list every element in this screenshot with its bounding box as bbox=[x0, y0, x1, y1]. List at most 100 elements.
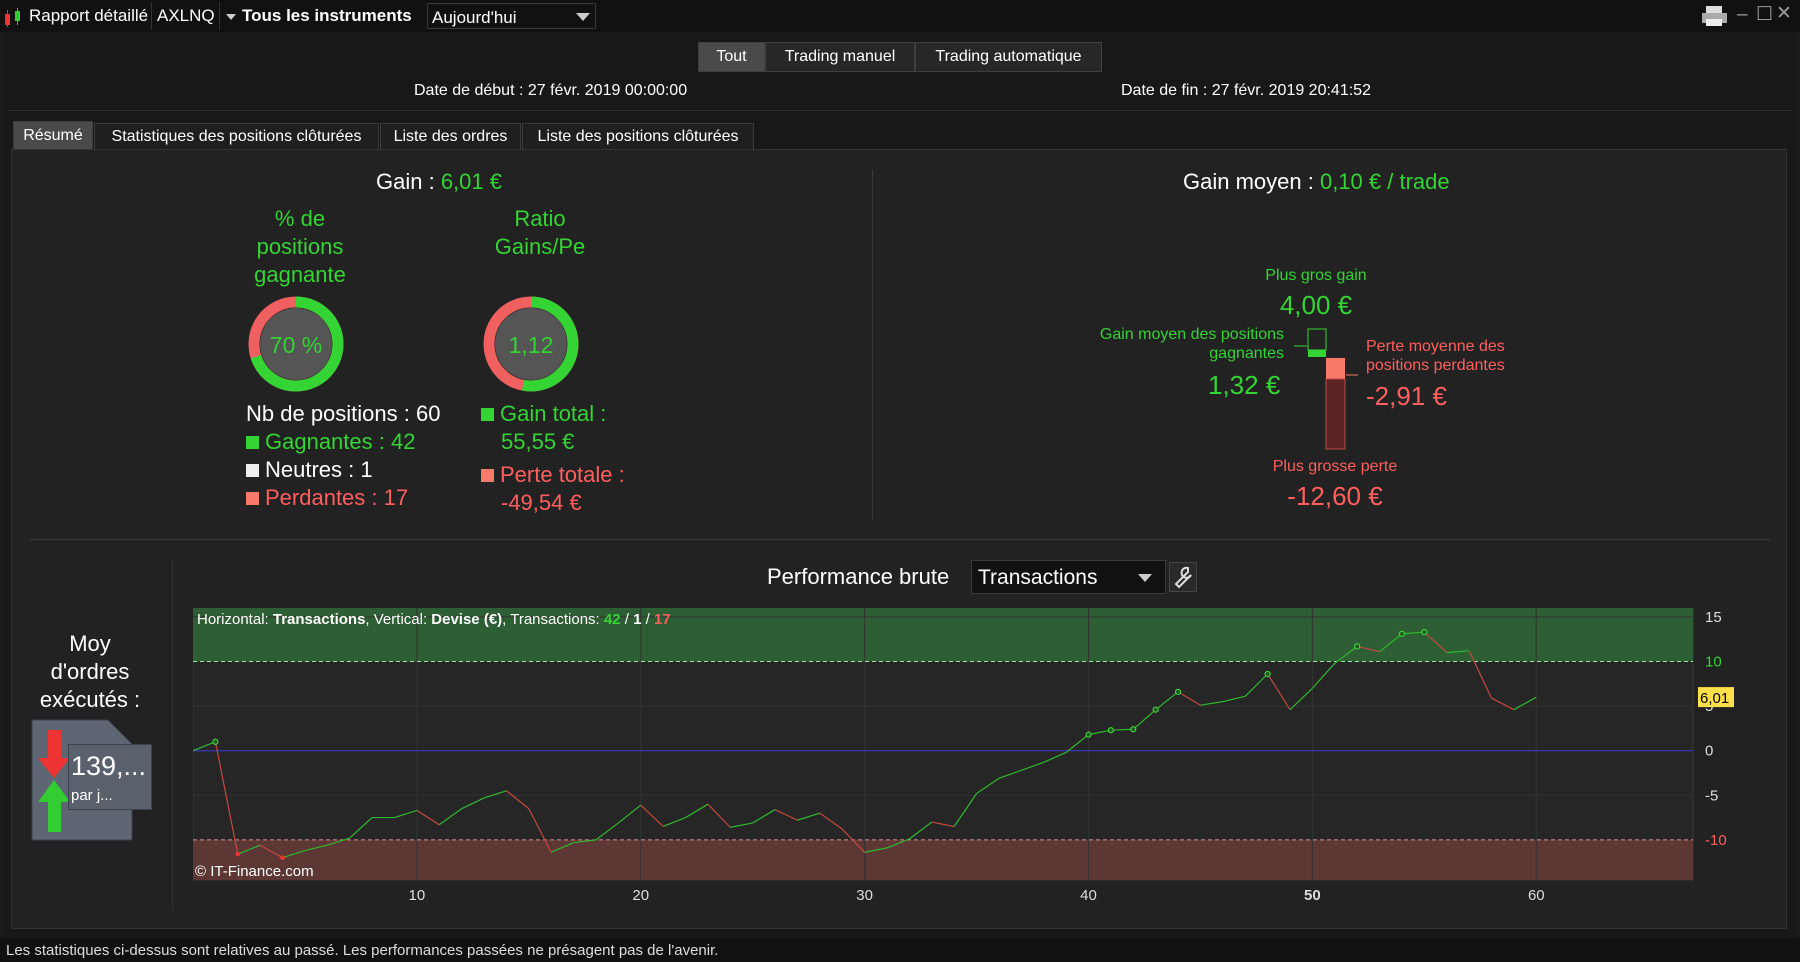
series-segment bbox=[438, 808, 463, 826]
series-segment bbox=[953, 793, 978, 827]
x-tick-label: 40 bbox=[1080, 887, 1097, 904]
win-pct-title: % de positions gagnante bbox=[254, 206, 346, 287]
maximize-icon[interactable]: ☐ bbox=[1756, 4, 1774, 25]
series-segment bbox=[237, 844, 261, 855]
orders-value: 139,... bbox=[71, 751, 147, 781]
performance-title: Performance brute bbox=[767, 564, 950, 589]
period-value: Aujourd'hui bbox=[432, 8, 517, 27]
tab-summary[interactable]: Résumé bbox=[13, 121, 93, 149]
tab-closed-stats[interactable]: Statistiques des positions clôturées bbox=[94, 123, 379, 149]
close-icon[interactable]: ✕ bbox=[1776, 3, 1792, 24]
series-segment bbox=[640, 804, 664, 827]
series-segment bbox=[1267, 673, 1291, 710]
series-segment bbox=[886, 838, 910, 849]
data-point bbox=[1354, 643, 1361, 650]
mode-manual-button[interactable]: Trading manuel bbox=[765, 42, 915, 72]
mode-all-button[interactable]: Tout bbox=[698, 42, 765, 72]
max-loss-value: -12,60 € bbox=[1287, 481, 1383, 511]
gain-total-label: Gain total : bbox=[500, 401, 607, 426]
series-segment bbox=[1065, 734, 1089, 753]
series-segment bbox=[841, 828, 866, 853]
footer-bar: Les statistiques ci-dessus sont relative… bbox=[0, 938, 1800, 962]
series-segment bbox=[282, 849, 306, 859]
series-segment bbox=[1357, 645, 1380, 653]
series-segment bbox=[1379, 633, 1403, 653]
disclaimer: Les statistiques ci-dessus sont relative… bbox=[6, 942, 719, 959]
series-segment bbox=[864, 847, 888, 853]
start-date: Date de début : 27 févr. 2019 00:00:00 bbox=[414, 82, 688, 99]
neutral-count: Neutres : 1 bbox=[265, 457, 373, 482]
gain-loss-bar bbox=[1294, 328, 1358, 450]
series-segment bbox=[528, 808, 552, 853]
data-point bbox=[1264, 670, 1271, 678]
series-segment bbox=[931, 821, 955, 828]
caret-down-icon[interactable] bbox=[226, 14, 236, 20]
minimize-icon[interactable]: – bbox=[1737, 4, 1748, 25]
series-segment bbox=[461, 797, 485, 810]
print-icon[interactable] bbox=[1700, 4, 1730, 28]
y-tick-label: 10 bbox=[1705, 654, 1722, 671]
nb-positions: Nb de positions : 60 bbox=[246, 401, 441, 426]
series-segment bbox=[573, 839, 597, 844]
series-segment bbox=[1244, 673, 1269, 697]
ratio-donut: 1,12 bbox=[483, 296, 579, 392]
series-segment bbox=[349, 817, 373, 839]
max-loss-label: Plus grosse perte bbox=[1272, 458, 1398, 475]
series-segment bbox=[1446, 650, 1470, 654]
report-title: Rapport détaillé bbox=[29, 6, 149, 25]
series-segment bbox=[685, 803, 709, 819]
instruments-dropdown[interactable]: Tous les instruments bbox=[242, 6, 412, 25]
series-segment bbox=[304, 844, 328, 852]
x-tick-label: 50 bbox=[1304, 887, 1321, 904]
data-point bbox=[212, 738, 219, 745]
tab-closed-positions[interactable]: Liste des positions clôturées bbox=[522, 123, 754, 149]
win-pct-donut: 70 % bbox=[248, 296, 344, 392]
ratio-value: 1,12 bbox=[509, 332, 554, 358]
period-select[interactable]: Aujourd'hui bbox=[427, 3, 596, 29]
orders-sub: par j... bbox=[71, 787, 113, 804]
series-segment bbox=[483, 790, 507, 799]
wrench-icon[interactable] bbox=[1169, 562, 1197, 592]
y-tick-label: 15 bbox=[1705, 609, 1722, 626]
end-date: Date de fin : 27 févr. 2019 20:41:52 bbox=[1121, 82, 1371, 99]
lower-band bbox=[193, 839, 1693, 880]
series-segment bbox=[1110, 728, 1134, 731]
series-segment bbox=[1200, 701, 1223, 706]
avg-win-label: Gain moyen des positions gagnantes bbox=[1099, 326, 1284, 362]
data-point bbox=[1398, 630, 1406, 637]
data-point bbox=[1130, 726, 1137, 733]
series-segment bbox=[1088, 729, 1112, 736]
totals: Gain total : 55,55 € Perte totale : -49,… bbox=[481, 400, 625, 517]
tab-orders[interactable]: Liste des ordres bbox=[380, 123, 521, 149]
chart-mode-value: Transactions bbox=[978, 566, 1098, 589]
series-segment bbox=[909, 821, 933, 840]
series-segment bbox=[1311, 662, 1336, 689]
max-gain-value: 4,00 € bbox=[1279, 290, 1353, 320]
chevron-down-icon bbox=[576, 13, 590, 21]
position-counts: Nb de positions : 60 Gagnantes : 42 Neut… bbox=[246, 400, 440, 512]
data-point bbox=[1152, 706, 1159, 713]
series-segment bbox=[998, 769, 1022, 779]
gain-total-value: 55,55 € bbox=[501, 429, 575, 454]
losers-count: Perdantes : 17 bbox=[265, 485, 409, 510]
series-segment bbox=[752, 809, 776, 824]
series-segment bbox=[1043, 751, 1067, 763]
series-segment bbox=[193, 741, 216, 752]
last-value-badge bbox=[1698, 687, 1734, 708]
chart-legend: Horizontal: Transactions, Vertical: Devi… bbox=[197, 611, 671, 628]
symbol-label[interactable]: AXLNQ bbox=[157, 6, 215, 25]
orders-value-box: 139,... par j... bbox=[68, 744, 152, 810]
data-point bbox=[1421, 628, 1428, 636]
chart-watermark: © IT-Finance.com bbox=[195, 863, 314, 880]
avg-win-value: 1,32 € bbox=[1208, 370, 1281, 400]
orders-title: Moy d'ordres exécutés : bbox=[39, 631, 141, 712]
ratio-title: Ratio Gains/Pe bbox=[494, 206, 586, 259]
x-tick-label: 60 bbox=[1528, 887, 1545, 904]
loss-total-label: Perte totale : bbox=[500, 462, 625, 487]
series-segment bbox=[1423, 631, 1448, 654]
chart-mode-select[interactable]: Transactions bbox=[971, 560, 1166, 594]
series-segment bbox=[595, 822, 619, 841]
loss-total-value: -49,54 € bbox=[501, 490, 582, 515]
mode-auto-button[interactable]: Trading automatique bbox=[915, 42, 1102, 72]
